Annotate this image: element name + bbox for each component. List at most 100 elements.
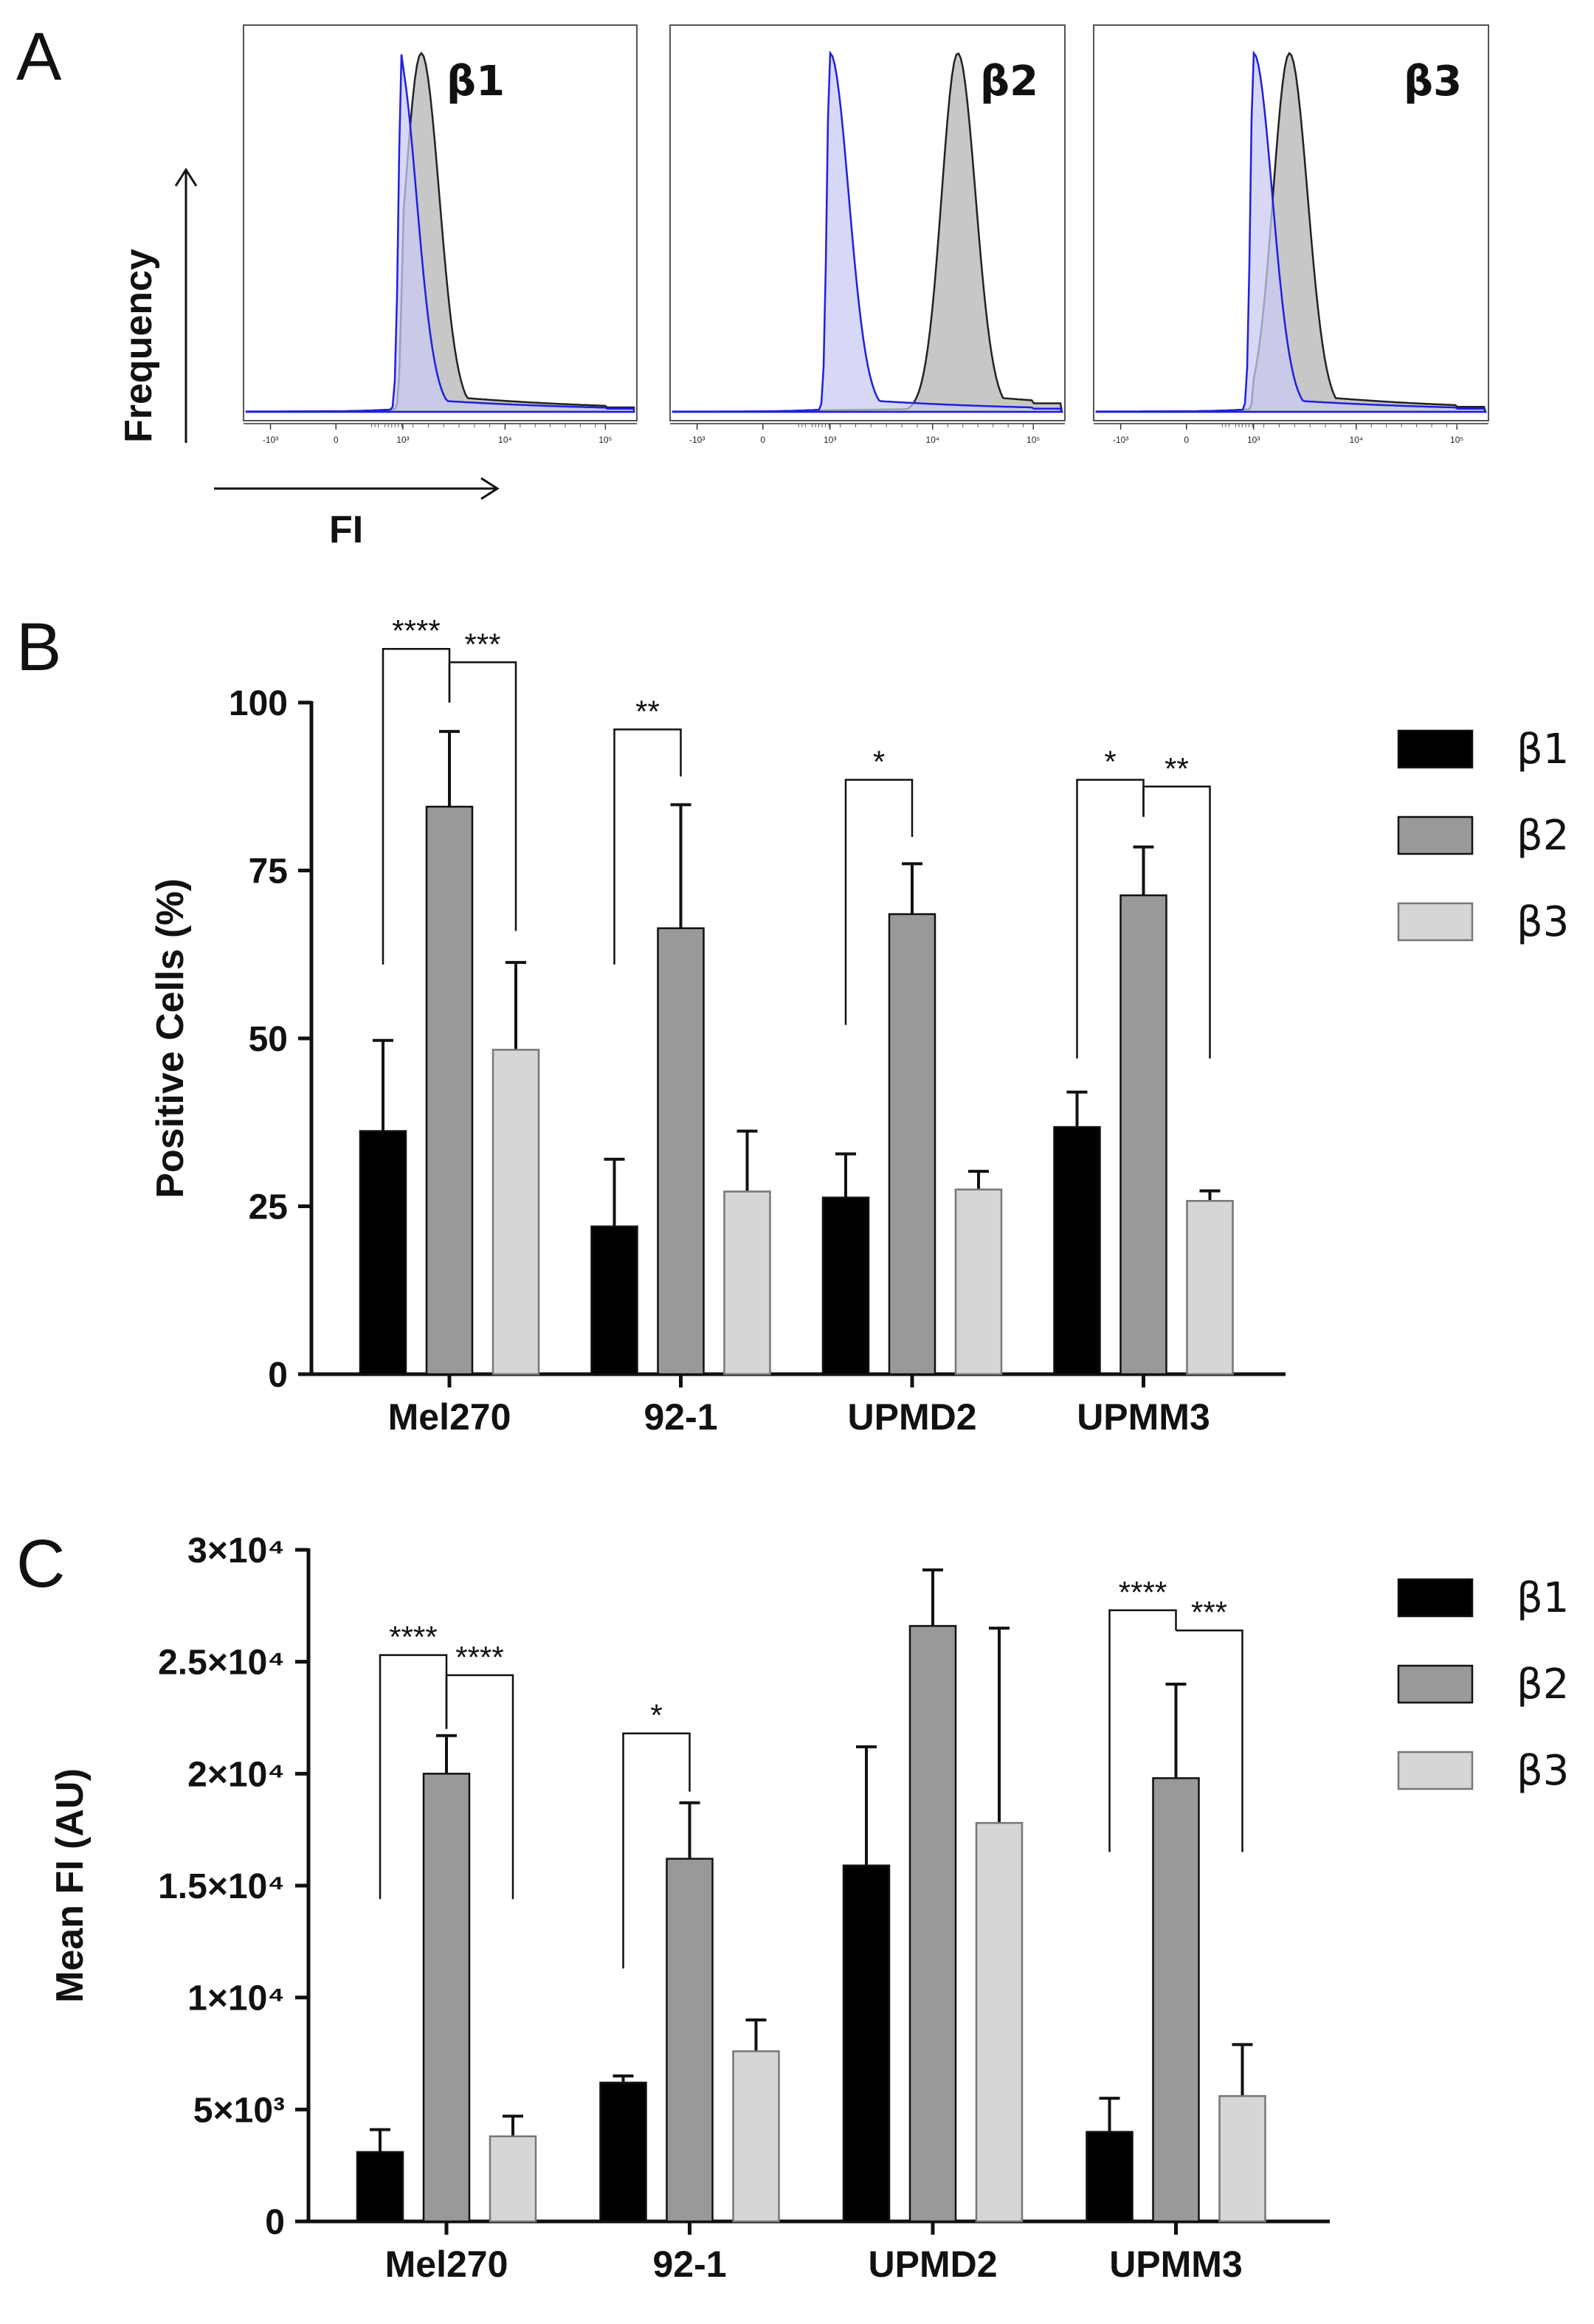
y-axis-title: Mean FI (AU) (49, 1768, 92, 2003)
significance-bracket: ** (613, 694, 682, 965)
legend-label: β3 (1517, 1747, 1569, 1795)
histogram-label: β1 (446, 58, 505, 106)
legend-swatch-β1 (1397, 729, 1474, 769)
histogram-panel-3: β3 -10³ 0 10³ 10⁴ 10⁵ (1093, 24, 1489, 445)
histogram-tick-label: 10⁵ (1027, 435, 1040, 445)
bar-β2-UPMM3 (1152, 1777, 1200, 2223)
chart-mean-fi: 0 5×10³ 1×10⁴ 1.5×10⁴ 2×10⁴ 2.5×10⁴ 3×10⁴ Mean … (49, 1531, 1569, 2285)
panel-a-frequency-axis: Frequency (117, 168, 198, 443)
bracket-line (613, 728, 682, 965)
bracket-line (1176, 1629, 1243, 1852)
significance-bracket: *** (448, 627, 517, 931)
significance-stars: **** (1119, 1575, 1167, 1610)
bar-β3-Mel270 (491, 1049, 540, 1376)
bracket-line (1108, 1609, 1177, 1852)
bar-β3-92-1 (732, 2050, 780, 2223)
legend-swatch-β3 (1397, 902, 1474, 942)
y-tick-label: 1.5×10⁴ (158, 1867, 285, 1906)
legend-label: β2 (1517, 1661, 1569, 1708)
significance-stars: * (1104, 745, 1116, 779)
bar-β3-UPMD2 (975, 1821, 1024, 2223)
legend-swatch-β1 (1397, 1578, 1474, 1618)
significance-stars: **** (392, 613, 440, 648)
histogram-label: β2 (980, 58, 1038, 106)
bar-β1-UPMD2 (842, 1864, 891, 2223)
legend-label: β1 (1517, 725, 1569, 773)
bar-β1-UPMM3 (1053, 1125, 1101, 1376)
significance-stars: * (873, 745, 885, 779)
bracket-line (448, 661, 517, 931)
bar-β3-UPMM3 (1186, 1199, 1234, 1376)
y-axis-title: Positive Cells (%) (149, 878, 192, 1198)
frequency-axis-label: Frequency (117, 249, 160, 443)
histogram-tick-label: -10³ (1113, 435, 1128, 445)
bar-β3-Mel270 (489, 2135, 537, 2223)
control-histogram (245, 54, 635, 413)
significance-stars: **** (389, 1620, 437, 1655)
bracket-line (844, 779, 914, 1025)
fi-axis-label: FI (329, 508, 363, 551)
bracket-line (622, 1732, 691, 1969)
histogram-tick-label: -10³ (689, 435, 705, 445)
category-label: UPMD2 (847, 1396, 976, 1438)
y-tick-label: 50 (249, 1020, 288, 1059)
legend-swatch-β2 (1397, 1664, 1474, 1704)
histogram-tick-label: 10⁴ (1350, 435, 1364, 445)
bar-β2-92-1 (666, 1858, 714, 2223)
bar-β2-Mel270 (422, 1773, 471, 2223)
bracket-line (1142, 785, 1211, 1059)
significance-stars: ** (1165, 751, 1189, 786)
bar-β1-UPMM3 (1086, 2131, 1134, 2223)
histogram-tick-label: 10⁵ (1450, 435, 1463, 445)
bar-β1-92-1 (599, 2081, 647, 2223)
panel-a-fi-axis: FI (214, 477, 500, 551)
significance-stars: ** (635, 694, 660, 728)
control-histogram (672, 50, 1063, 413)
significance-stars: *** (464, 627, 500, 661)
histogram-panel-2: β2 -10³ 0 10³ 10⁴ 10⁵ (669, 24, 1066, 445)
significance-bracket: * (844, 745, 914, 1025)
panel-letter-c: C (16, 1526, 65, 1601)
bar-β2-Mel270 (425, 805, 474, 1376)
category-label: Mel270 (385, 2244, 508, 2285)
category-label: UPMM3 (1077, 1396, 1210, 1438)
y-tick-label: 25 (249, 1188, 288, 1227)
legend-swatch-β2 (1397, 816, 1474, 855)
y-tick-label: 75 (249, 852, 288, 892)
legend-label: β2 (1517, 812, 1569, 860)
y-tick-label: 5×10³ (193, 2091, 285, 2130)
category-label: UPMD2 (868, 2244, 997, 2285)
category-label: 92-1 (644, 1396, 717, 1438)
panel-letter-a: A (16, 19, 62, 94)
significance-bracket: **** (1108, 1575, 1177, 1852)
significance-bracket: ** (1142, 751, 1211, 1059)
histogram-tick-label: 0 (760, 435, 765, 445)
bar-β2-UPMD2 (888, 913, 936, 1376)
control-histogram (1095, 50, 1487, 413)
histogram-label: β3 (1404, 58, 1462, 106)
y-tick-label: 100 (229, 684, 288, 723)
chart-positive-cells: 0 25 50 75 100 Positive Cells (%) Mel270 92-1 UP… (149, 613, 1569, 1438)
bar-β1-Mel270 (356, 2151, 404, 2223)
significance-stars: **** (455, 1640, 503, 1675)
histogram-tick-label: 10⁴ (498, 435, 512, 445)
y-tick-label: 2×10⁴ (187, 1755, 285, 1794)
bar-β3-UPMD2 (954, 1188, 1003, 1376)
category-label: Mel270 (388, 1396, 511, 1438)
histogram-frame (669, 24, 1066, 421)
histogram-tick-label: 10³ (824, 435, 836, 445)
significance-bracket: **** (445, 1640, 514, 1900)
histogram-tick-label: -10³ (263, 435, 278, 445)
legend-label: β1 (1517, 1574, 1569, 1622)
histogram-tick-label: 10³ (1247, 435, 1260, 445)
significance-bracket: * (622, 1698, 691, 1969)
histogram-panel-1: β1 -10³ 0 10³ 10⁴ 10⁵ (243, 24, 638, 445)
bar-β2-UPMD2 (908, 1624, 957, 2223)
bracket-line (445, 1674, 514, 1900)
y-tick-label: 0 (265, 2203, 285, 2242)
histogram-tick-label: 10⁴ (926, 435, 940, 445)
bar-β1-UPMD2 (821, 1196, 870, 1376)
histogram-tick-label: 0 (1184, 435, 1189, 445)
bar-β2-UPMM3 (1119, 894, 1167, 1376)
